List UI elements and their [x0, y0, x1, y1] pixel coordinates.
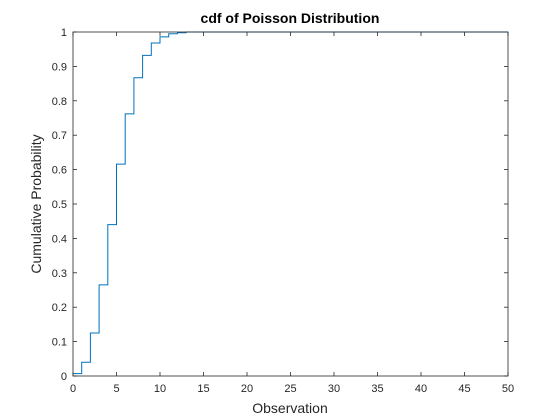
chart-title: cdf of Poisson Distribution	[201, 10, 380, 26]
y-tick-label: 0.2	[52, 302, 67, 314]
x-tick-label: 50	[502, 383, 514, 395]
axes-frame	[72, 31, 509, 377]
x-axis-label: Observation	[252, 400, 327, 416]
x-tick-label: 10	[154, 383, 166, 395]
x-tick-label: 30	[328, 383, 340, 395]
y-tick-label: 0.8	[52, 96, 67, 108]
y-tick-label: 0.6	[52, 165, 67, 177]
x-tick-label: 20	[241, 383, 253, 395]
y-tick-label: 0.7	[52, 130, 67, 142]
y-tick-label: 0	[61, 371, 67, 383]
y-tick-label: 1	[61, 27, 67, 39]
y-tick-label: 0.5	[52, 199, 67, 211]
x-tick-label: 45	[458, 383, 470, 395]
y-tick-label: 0.9	[52, 61, 67, 73]
y-tick-label: 0.1	[52, 337, 67, 349]
x-tick-label: 25	[284, 383, 296, 395]
y-tick-label: 0.3	[52, 268, 67, 280]
x-tick-labels: 0 5 10 15 20 25 30 35 40 45 50	[70, 383, 514, 395]
plot-area	[73, 32, 508, 376]
x-tick-label: 40	[415, 383, 427, 395]
y-tick-label: 0.4	[52, 233, 67, 245]
y-tick-labels: 0 0.1 0.2 0.3 0.4 0.5 0.6 0.7 0.8 0.9 1	[52, 27, 67, 383]
x-tick-label: 35	[371, 383, 383, 395]
x-tick-label: 0	[70, 383, 76, 395]
x-tick-label: 5	[113, 383, 119, 395]
cdf-step-line	[73, 31, 508, 375]
x-tick-label: 15	[197, 383, 209, 395]
y-axis-label: Cumulative Probability	[28, 134, 44, 273]
